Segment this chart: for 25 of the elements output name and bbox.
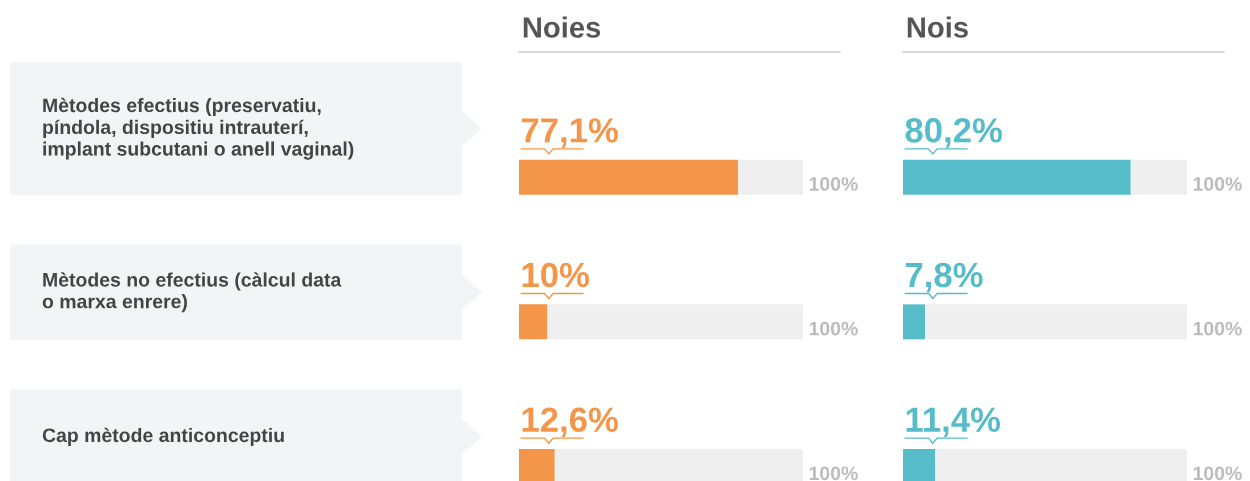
data-label: 77,1% <box>521 118 618 148</box>
y-tick-label: Mètodes efectius (preservatiu, píndola, dispositiu intrauterí, implant subcutani o anell vaginal) <box>43 97 354 160</box>
bar <box>519 159 738 195</box>
text: 100% <box>1193 466 1242 481</box>
bar <box>925 304 1187 340</box>
data-label: 10% <box>522 262 589 288</box>
text: 100% <box>809 177 858 191</box>
text: 100% <box>1193 177 1242 191</box>
bar <box>903 159 1131 195</box>
text: 100% <box>809 321 858 336</box>
chart-title: Noies <box>523 16 601 38</box>
y-tick-label: Cap mètode anticonceptiu <box>42 427 284 447</box>
y-tick-label: Mètodes no efectius (càlcul data o marxa enrere) <box>42 272 342 313</box>
text: 100% <box>1193 321 1242 336</box>
data-label: 7,8% <box>905 262 983 293</box>
data-label: 11,4% <box>906 407 1001 438</box>
bar <box>737 159 803 195</box>
bar <box>547 304 803 340</box>
bar <box>903 304 926 340</box>
bar <box>519 304 548 340</box>
data-label: 80,2% <box>905 118 1002 148</box>
bar <box>1130 159 1187 195</box>
text: 100% <box>809 466 858 481</box>
data-label: 12,6% <box>522 407 618 438</box>
chart-title: Nois <box>907 16 968 38</box>
